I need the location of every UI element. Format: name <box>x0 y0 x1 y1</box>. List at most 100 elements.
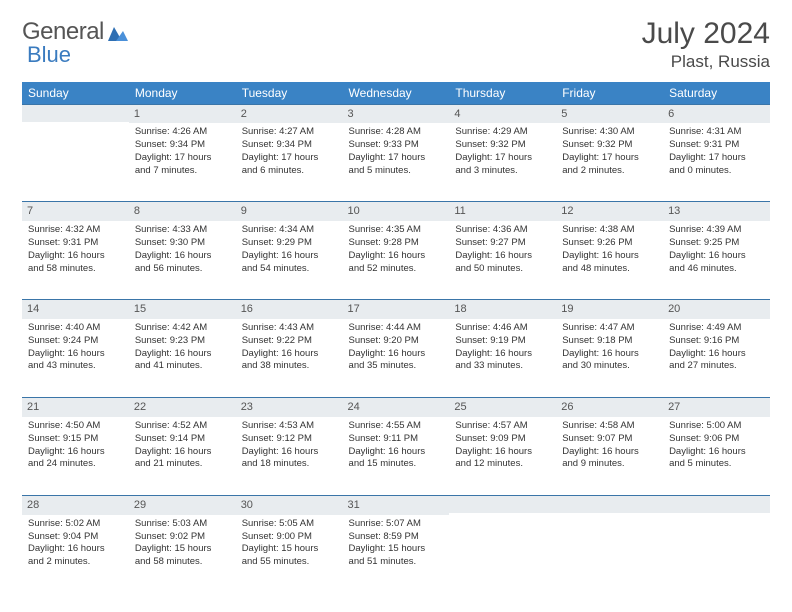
day-number <box>556 495 663 513</box>
weekday-header: Tuesday <box>236 82 343 104</box>
weekday-header: Wednesday <box>343 82 450 104</box>
day-details: Sunrise: 4:42 AMSunset: 9:23 PMDaylight:… <box>133 319 232 373</box>
day-details: Sunrise: 4:57 AMSunset: 9:09 PMDaylight:… <box>453 417 552 471</box>
day-number: 28 <box>22 495 129 515</box>
day-number: 16 <box>236 299 343 319</box>
day-number: 30 <box>236 495 343 515</box>
calendar: Sunday Monday Tuesday Wednesday Thursday… <box>22 82 770 593</box>
day-number <box>449 495 556 513</box>
calendar-cell: Sunrise: 5:02 AMSunset: 9:04 PMDaylight:… <box>22 515 129 593</box>
weekday-header: Thursday <box>449 82 556 104</box>
day-details: Sunrise: 4:38 AMSunset: 9:26 PMDaylight:… <box>560 221 659 275</box>
day-details: Sunrise: 4:35 AMSunset: 9:28 PMDaylight:… <box>347 221 446 275</box>
calendar-cell: Sunrise: 4:30 AMSunset: 9:32 PMDaylight:… <box>556 123 663 201</box>
weekday-header: Friday <box>556 82 663 104</box>
day-details: Sunrise: 4:46 AMSunset: 9:19 PMDaylight:… <box>453 319 552 373</box>
logo-icon <box>108 23 128 41</box>
weekday-header: Sunday <box>22 82 129 104</box>
day-number: 26 <box>556 397 663 417</box>
calendar-cell: Sunrise: 4:43 AMSunset: 9:22 PMDaylight:… <box>236 319 343 397</box>
day-number: 2 <box>236 104 343 124</box>
calendar-cell: Sunrise: 4:39 AMSunset: 9:25 PMDaylight:… <box>663 221 770 299</box>
day-details: Sunrise: 4:34 AMSunset: 9:29 PMDaylight:… <box>240 221 339 275</box>
day-number: 17 <box>343 299 450 319</box>
day-details: Sunrise: 4:26 AMSunset: 9:34 PMDaylight:… <box>133 123 232 177</box>
calendar-cell: Sunrise: 4:35 AMSunset: 9:28 PMDaylight:… <box>343 221 450 299</box>
calendar-cell: Sunrise: 4:57 AMSunset: 9:09 PMDaylight:… <box>449 417 556 495</box>
calendar-cell: Sunrise: 4:46 AMSunset: 9:19 PMDaylight:… <box>449 319 556 397</box>
weekday-header-row: Sunday Monday Tuesday Wednesday Thursday… <box>22 82 770 104</box>
calendar-cell: Sunrise: 4:28 AMSunset: 9:33 PMDaylight:… <box>343 123 450 201</box>
day-number: 7 <box>22 201 129 221</box>
calendar-cell <box>663 515 770 593</box>
day-number: 5 <box>556 104 663 124</box>
day-number: 13 <box>663 201 770 221</box>
calendar-cell: Sunrise: 4:33 AMSunset: 9:30 PMDaylight:… <box>129 221 236 299</box>
calendar-cell: Sunrise: 5:03 AMSunset: 9:02 PMDaylight:… <box>129 515 236 593</box>
day-number: 19 <box>556 299 663 319</box>
day-details: Sunrise: 4:39 AMSunset: 9:25 PMDaylight:… <box>667 221 766 275</box>
day-number: 10 <box>343 201 450 221</box>
calendar-cell: Sunrise: 5:05 AMSunset: 9:00 PMDaylight:… <box>236 515 343 593</box>
day-number: 23 <box>236 397 343 417</box>
day-details: Sunrise: 5:03 AMSunset: 9:02 PMDaylight:… <box>133 515 232 569</box>
day-details: Sunrise: 4:33 AMSunset: 9:30 PMDaylight:… <box>133 221 232 275</box>
logo-text-2: Blue <box>27 42 71 68</box>
day-number: 25 <box>449 397 556 417</box>
calendar-cell <box>449 515 556 593</box>
month-title: July 2024 <box>642 18 770 50</box>
day-details: Sunrise: 5:00 AMSunset: 9:06 PMDaylight:… <box>667 417 766 471</box>
calendar-cell: Sunrise: 5:00 AMSunset: 9:06 PMDaylight:… <box>663 417 770 495</box>
day-number: 6 <box>663 104 770 124</box>
calendar-cell: Sunrise: 4:47 AMSunset: 9:18 PMDaylight:… <box>556 319 663 397</box>
weekday-header: Monday <box>129 82 236 104</box>
day-details: Sunrise: 4:50 AMSunset: 9:15 PMDaylight:… <box>26 417 125 471</box>
day-details: Sunrise: 4:43 AMSunset: 9:22 PMDaylight:… <box>240 319 339 373</box>
day-number: 14 <box>22 299 129 319</box>
day-number: 27 <box>663 397 770 417</box>
day-details: Sunrise: 4:47 AMSunset: 9:18 PMDaylight:… <box>560 319 659 373</box>
weekday-header: Saturday <box>663 82 770 104</box>
calendar-cell: Sunrise: 4:38 AMSunset: 9:26 PMDaylight:… <box>556 221 663 299</box>
day-number: 31 <box>343 495 450 515</box>
day-number: 29 <box>129 495 236 515</box>
day-details: Sunrise: 4:40 AMSunset: 9:24 PMDaylight:… <box>26 319 125 373</box>
calendar-cell: Sunrise: 4:36 AMSunset: 9:27 PMDaylight:… <box>449 221 556 299</box>
day-number: 21 <box>22 397 129 417</box>
day-number: 8 <box>129 201 236 221</box>
day-number: 15 <box>129 299 236 319</box>
calendar-cell: Sunrise: 4:26 AMSunset: 9:34 PMDaylight:… <box>129 123 236 201</box>
calendar-cell: Sunrise: 4:58 AMSunset: 9:07 PMDaylight:… <box>556 417 663 495</box>
day-number: 9 <box>236 201 343 221</box>
day-number: 18 <box>449 299 556 319</box>
calendar-cell: Sunrise: 4:40 AMSunset: 9:24 PMDaylight:… <box>22 319 129 397</box>
day-number: 1 <box>129 104 236 124</box>
day-details: Sunrise: 4:36 AMSunset: 9:27 PMDaylight:… <box>453 221 552 275</box>
calendar-cell <box>556 515 663 593</box>
day-details: Sunrise: 4:29 AMSunset: 9:32 PMDaylight:… <box>453 123 552 177</box>
day-number: 24 <box>343 397 450 417</box>
calendar-cell: Sunrise: 4:49 AMSunset: 9:16 PMDaylight:… <box>663 319 770 397</box>
calendar-cell: Sunrise: 4:42 AMSunset: 9:23 PMDaylight:… <box>129 319 236 397</box>
calendar-cell: Sunrise: 4:52 AMSunset: 9:14 PMDaylight:… <box>129 417 236 495</box>
day-details: Sunrise: 5:07 AMSunset: 8:59 PMDaylight:… <box>347 515 446 569</box>
day-details: Sunrise: 5:02 AMSunset: 9:04 PMDaylight:… <box>26 515 125 569</box>
day-details: Sunrise: 4:28 AMSunset: 9:33 PMDaylight:… <box>347 123 446 177</box>
day-number <box>22 104 129 122</box>
day-number <box>663 495 770 513</box>
calendar-cell: Sunrise: 4:50 AMSunset: 9:15 PMDaylight:… <box>22 417 129 495</box>
day-details: Sunrise: 4:44 AMSunset: 9:20 PMDaylight:… <box>347 319 446 373</box>
day-number: 4 <box>449 104 556 124</box>
day-number: 12 <box>556 201 663 221</box>
day-details: Sunrise: 4:32 AMSunset: 9:31 PMDaylight:… <box>26 221 125 275</box>
calendar-cell: Sunrise: 4:27 AMSunset: 9:34 PMDaylight:… <box>236 123 343 201</box>
day-details: Sunrise: 4:31 AMSunset: 9:31 PMDaylight:… <box>667 123 766 177</box>
location: Plast, Russia <box>642 52 770 72</box>
day-details: Sunrise: 4:52 AMSunset: 9:14 PMDaylight:… <box>133 417 232 471</box>
calendar-cell <box>22 123 129 201</box>
calendar-cell: Sunrise: 4:31 AMSunset: 9:31 PMDaylight:… <box>663 123 770 201</box>
day-number: 22 <box>129 397 236 417</box>
day-details: Sunrise: 4:49 AMSunset: 9:16 PMDaylight:… <box>667 319 766 373</box>
calendar-cell: Sunrise: 5:07 AMSunset: 8:59 PMDaylight:… <box>343 515 450 593</box>
day-number: 11 <box>449 201 556 221</box>
